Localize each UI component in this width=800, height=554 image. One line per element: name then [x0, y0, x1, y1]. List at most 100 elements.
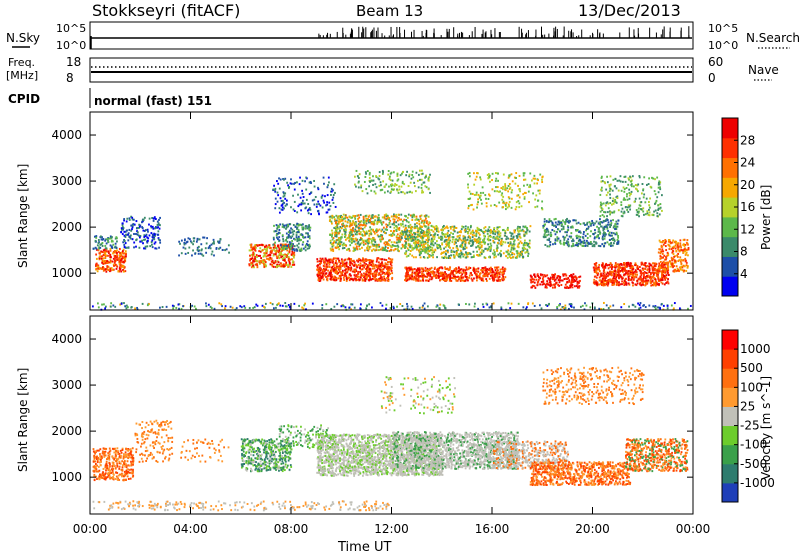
data-cell [518, 242, 521, 245]
data-cell [98, 258, 101, 261]
data-cell [618, 263, 620, 266]
data-cell [322, 278, 325, 281]
data-cell [286, 240, 289, 243]
nsky-right-tick-top: 10^5 [708, 22, 738, 35]
data-cell [504, 234, 507, 237]
data-cell [436, 227, 439, 230]
data-cell [493, 227, 496, 230]
data-cell [307, 203, 310, 206]
data-cell [197, 245, 200, 248]
data-cell [341, 264, 344, 267]
data-cell [390, 259, 393, 262]
data-cell [377, 214, 380, 217]
data-cell [570, 236, 572, 239]
data-cell [649, 279, 652, 282]
data-cell [395, 183, 398, 186]
data-cell [352, 226, 355, 229]
data-cell [335, 279, 338, 282]
data-cell [498, 275, 501, 278]
data-cell [274, 260, 277, 263]
data-cell [283, 256, 285, 259]
data-cell [278, 177, 280, 180]
data-cell [365, 267, 368, 270]
data-cell [665, 274, 668, 277]
data-cell [250, 258, 253, 261]
data-cell [356, 231, 358, 234]
data-cell [567, 238, 570, 241]
data-cell [405, 241, 407, 244]
data-cell [502, 252, 505, 255]
data-cell [287, 259, 290, 262]
data-cell [119, 257, 122, 260]
data-cell [277, 246, 280, 249]
data-cell [504, 241, 507, 244]
data-cell [144, 245, 147, 248]
data-cell [557, 275, 560, 278]
data-cell [522, 249, 525, 252]
data-cell [424, 246, 426, 249]
data-cell [381, 228, 384, 231]
data-cell [374, 275, 377, 278]
data-cell [432, 253, 434, 256]
data-cell [256, 266, 259, 269]
data-cell [328, 208, 331, 211]
data-cell [346, 267, 349, 270]
data-cell [349, 269, 352, 272]
data-cell [398, 185, 401, 188]
data-cell [385, 258, 388, 261]
data-cell [446, 278, 448, 281]
data-cell [282, 195, 285, 198]
data-cell [146, 236, 149, 239]
data-cell [574, 285, 576, 288]
data-cell [502, 185, 504, 188]
data-cell [336, 245, 339, 248]
data-cell [351, 260, 353, 263]
data-cell [178, 240, 181, 243]
data-cell [327, 208, 330, 211]
data-cell [432, 240, 434, 243]
data-cell [608, 238, 611, 241]
data-cell [386, 190, 389, 193]
data-cell [477, 240, 480, 243]
data-cell [463, 271, 466, 274]
data-cell [416, 267, 419, 270]
data-cell [340, 227, 343, 230]
data-cell [549, 243, 552, 246]
data-cell [436, 274, 439, 277]
data-cell [272, 238, 275, 241]
data-cell [334, 205, 337, 208]
data-cell [383, 266, 386, 269]
data-cell [571, 225, 574, 228]
data-cell [615, 231, 618, 234]
data-cell [559, 241, 561, 244]
freq-label: Freq. [8, 56, 35, 69]
data-cell [512, 247, 515, 250]
data-cell [124, 230, 127, 233]
data-cell [390, 269, 393, 272]
data-cell [127, 246, 130, 249]
data-cell [516, 194, 519, 197]
data-cell [554, 233, 557, 236]
data-cell [369, 261, 372, 264]
data-cell [109, 244, 112, 247]
data-cell [256, 262, 258, 265]
data-cell [142, 242, 144, 245]
data-cell [459, 277, 462, 280]
data-cell [575, 222, 578, 225]
data-cell [386, 266, 389, 269]
data-cell [415, 279, 417, 282]
data-cell [566, 240, 568, 243]
data-cell [263, 252, 266, 255]
data-cell [525, 242, 528, 245]
data-cell [579, 242, 581, 245]
data-cell [395, 229, 398, 232]
data-cell [357, 240, 360, 243]
data-cell [417, 186, 420, 189]
data-cell [366, 275, 369, 278]
data-cell [101, 241, 104, 244]
data-cell [120, 231, 123, 234]
data-cell [446, 225, 448, 228]
data-cell [444, 271, 446, 274]
data-cell [409, 268, 412, 271]
data-cell [625, 269, 628, 272]
